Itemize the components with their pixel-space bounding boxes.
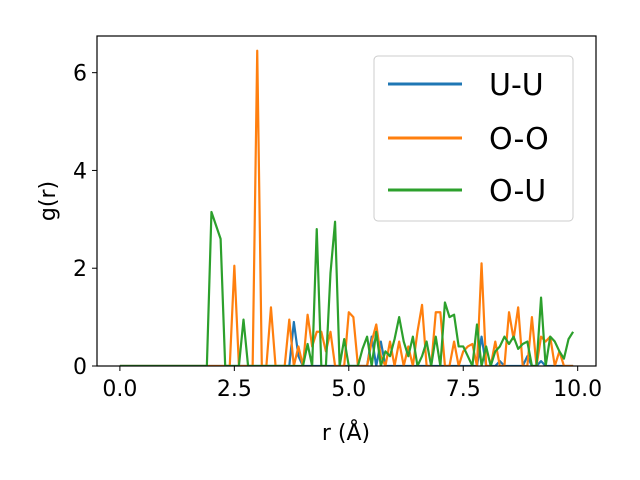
x-axis-label: r (Å) — [322, 419, 370, 446]
ticks-layer: 0.0 2.5 5.0 7.5 10.0 0 2 4 6 — [73, 62, 602, 402]
legend-box — [373, 55, 574, 222]
y-tick-label: 0 — [73, 355, 87, 380]
x-tick-label: 0.0 — [102, 377, 137, 402]
series-line-o-u — [119, 210, 575, 366]
x-tick-label: 5.0 — [331, 377, 366, 402]
legend-label-o-o: O-O — [489, 122, 549, 157]
y-tick-label: 6 — [73, 62, 87, 87]
y-tick-label: 2 — [73, 257, 87, 282]
x-tick-label: 10.0 — [553, 377, 602, 402]
legend-label-o-u: O-U — [489, 174, 546, 209]
x-tick-label: 7.5 — [446, 377, 481, 402]
series-line-o-o — [119, 49, 574, 366]
legend-label-u-u: U-U — [489, 68, 544, 103]
plot-frame — [96, 35, 597, 367]
legend: U-U O-O O-U — [373, 55, 574, 222]
legend-entries: U-U O-O O-U — [388, 68, 549, 209]
y-axis-label: g(r) — [36, 181, 61, 221]
x-tick-label: 2.5 — [217, 377, 252, 402]
y-tick-label: 4 — [73, 159, 87, 184]
series-layer — [119, 49, 575, 366]
